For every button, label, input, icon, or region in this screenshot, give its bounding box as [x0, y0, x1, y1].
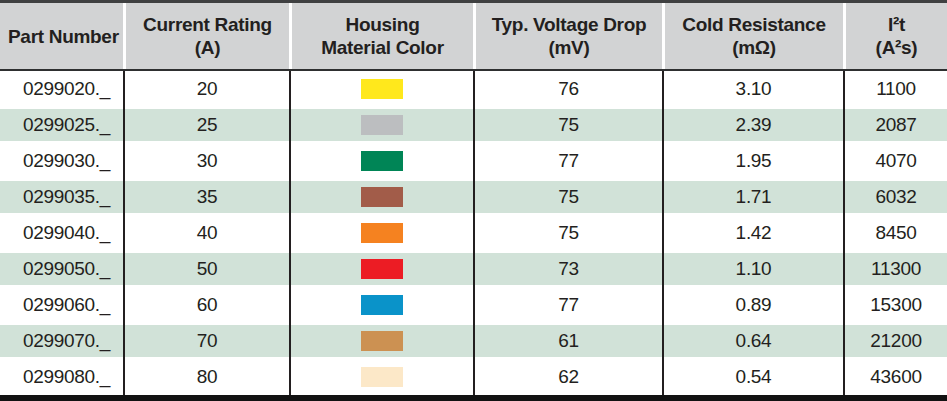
- current-rating-cell: 25: [123, 107, 289, 143]
- color-swatch: [361, 223, 403, 243]
- column-header-label: I²t: [888, 13, 905, 36]
- column-header-part-number: Part Number: [0, 3, 123, 69]
- column-header-sublabel: (mV): [548, 36, 589, 59]
- column-header-label: Cold Resistance: [682, 13, 825, 36]
- cold-resistance-cell: 0.64: [662, 323, 843, 359]
- table-row: 0299035._ 35 75 1.71 6032: [0, 179, 947, 215]
- color-swatch: [361, 259, 403, 279]
- part-number-cell: 0299020._: [0, 71, 123, 107]
- column-header-label: Part Number: [8, 25, 119, 48]
- table-row: 0299080._ 80 62 0.54 43600: [0, 359, 947, 395]
- table-row: 0299040._ 40 75 1.42 8450: [0, 215, 947, 251]
- current-rating-cell: 60: [123, 287, 289, 323]
- housing-color-cell: [289, 215, 473, 251]
- part-number-cell: 0299025._: [0, 107, 123, 143]
- part-number-cell: 0299030._: [0, 143, 123, 179]
- table-row: 0299030._ 30 77 1.95 4070: [0, 143, 947, 179]
- part-number-cell: 0299070._: [0, 323, 123, 359]
- i2t-cell: 11300: [843, 251, 947, 287]
- i2t-cell: 6032: [843, 179, 947, 215]
- column-header-sublabel: Material Color: [321, 36, 444, 59]
- voltage-drop-cell: 73: [473, 251, 662, 287]
- column-header-sublabel: (mΩ): [732, 36, 776, 59]
- housing-color-cell: [289, 359, 473, 395]
- i2t-cell: 4070: [843, 143, 947, 179]
- cold-resistance-cell: 1.10: [662, 251, 843, 287]
- color-swatch: [361, 79, 403, 99]
- cold-resistance-cell: 1.95: [662, 143, 843, 179]
- part-number-cell: 0299060._: [0, 287, 123, 323]
- voltage-drop-cell: 76: [473, 71, 662, 107]
- cold-resistance-cell: 0.54: [662, 359, 843, 395]
- color-swatch: [361, 187, 403, 207]
- color-swatch: [361, 331, 403, 351]
- column-header-i2t: I²t (A²s): [843, 3, 947, 69]
- part-number-cell: 0299035._: [0, 179, 123, 215]
- color-swatch: [361, 367, 403, 387]
- cold-resistance-cell: 2.39: [662, 107, 843, 143]
- column-header-label: Typ. Voltage Drop: [492, 13, 647, 36]
- table-row: 0299020._ 20 76 3.10 1100: [0, 71, 947, 107]
- housing-color-cell: [289, 251, 473, 287]
- voltage-drop-cell: 77: [473, 143, 662, 179]
- voltage-drop-cell: 75: [473, 179, 662, 215]
- cold-resistance-cell: 1.42: [662, 215, 843, 251]
- table-header-row: Part Number Current Rating (A) Housing M…: [0, 3, 947, 71]
- color-swatch: [361, 115, 403, 135]
- part-number-cell: 0299080._: [0, 359, 123, 395]
- housing-color-cell: [289, 323, 473, 359]
- cold-resistance-cell: 3.10: [662, 71, 843, 107]
- housing-color-cell: [289, 71, 473, 107]
- cold-resistance-cell: 0.89: [662, 287, 843, 323]
- fuse-spec-table: Part Number Current Rating (A) Housing M…: [0, 0, 947, 401]
- current-rating-cell: 30: [123, 143, 289, 179]
- part-number-cell: 0299040._: [0, 215, 123, 251]
- housing-color-cell: [289, 179, 473, 215]
- current-rating-cell: 35: [123, 179, 289, 215]
- housing-color-cell: [289, 287, 473, 323]
- color-swatch: [361, 295, 403, 315]
- i2t-cell: 2087: [843, 107, 947, 143]
- i2t-cell: 15300: [843, 287, 947, 323]
- table-row: 0299070._ 70 61 0.64 21200: [0, 323, 947, 359]
- housing-color-cell: [289, 143, 473, 179]
- voltage-drop-cell: 75: [473, 107, 662, 143]
- current-rating-cell: 40: [123, 215, 289, 251]
- voltage-drop-cell: 61: [473, 323, 662, 359]
- housing-color-cell: [289, 107, 473, 143]
- current-rating-cell: 50: [123, 251, 289, 287]
- current-rating-cell: 70: [123, 323, 289, 359]
- current-rating-cell: 20: [123, 71, 289, 107]
- i2t-cell: 21200: [843, 323, 947, 359]
- i2t-cell: 43600: [843, 359, 947, 395]
- table-row: 0299050._ 50 73 1.10 11300: [0, 251, 947, 287]
- i2t-cell: 8450: [843, 215, 947, 251]
- part-number-cell: 0299050._: [0, 251, 123, 287]
- voltage-drop-cell: 75: [473, 215, 662, 251]
- column-header-sublabel: (A²s): [876, 36, 918, 59]
- table-row: 0299025._ 25 75 2.39 2087: [0, 107, 947, 143]
- table-row: 0299060._ 60 77 0.89 15300: [0, 287, 947, 323]
- column-header-sublabel: (A): [195, 36, 220, 59]
- current-rating-cell: 80: [123, 359, 289, 395]
- color-swatch: [361, 151, 403, 171]
- column-header-housing-color: Housing Material Color: [289, 3, 473, 69]
- column-header-label: Housing: [346, 13, 420, 36]
- cold-resistance-cell: 1.71: [662, 179, 843, 215]
- column-header-cold-resistance: Cold Resistance (mΩ): [662, 3, 843, 69]
- voltage-drop-cell: 62: [473, 359, 662, 395]
- i2t-cell: 1100: [843, 71, 947, 107]
- column-header-voltage-drop: Typ. Voltage Drop (mV): [473, 3, 662, 69]
- column-header-label: Current Rating: [143, 13, 272, 36]
- voltage-drop-cell: 77: [473, 287, 662, 323]
- column-header-current-rating: Current Rating (A): [123, 3, 289, 69]
